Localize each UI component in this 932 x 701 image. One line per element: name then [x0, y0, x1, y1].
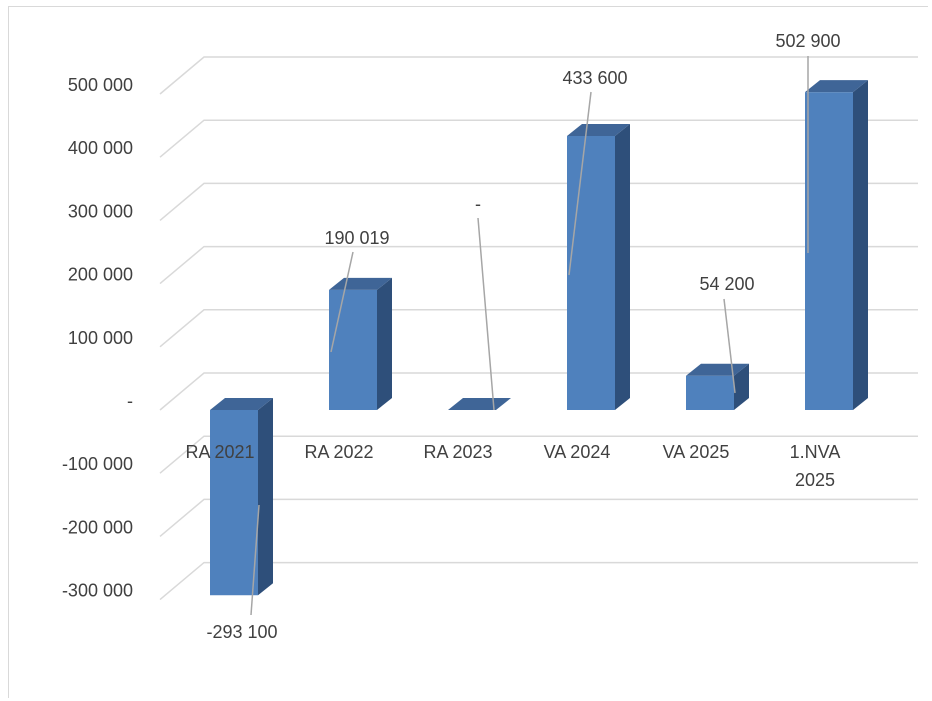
- y-tick-label: -100 000: [62, 454, 133, 474]
- bar: [686, 363, 749, 410]
- leader-line: [568, 91, 592, 276]
- data-labels: -293 100 190 019 - 433 600 54 200 502 900: [206, 31, 840, 642]
- y-tick-label: -: [127, 391, 133, 411]
- x-tick-label: 2025: [795, 470, 835, 490]
- bar: [805, 80, 868, 410]
- bar: [329, 277, 392, 410]
- gridlines: [159, 56, 918, 601]
- x-tick-label: RA 2021: [185, 442, 254, 462]
- y-axis: 500 000 400 000 300 000 200 000 100 000 - -100…: [62, 75, 133, 601]
- bar-top: [210, 398, 273, 410]
- x-tick-label: VA 2025: [663, 442, 730, 462]
- bar-side: [734, 363, 749, 410]
- y-tick-label: 300 000: [68, 201, 133, 221]
- y-tick-label: 400 000: [68, 138, 133, 158]
- gridline: [159, 245, 918, 285]
- x-tick-label: VA 2024: [544, 442, 611, 462]
- x-tick-label: RA 2022: [304, 442, 373, 462]
- data-label: 190 019: [324, 228, 389, 248]
- leader-line: [477, 217, 495, 411]
- bar-top: [805, 80, 868, 93]
- bar-top: [567, 123, 630, 136]
- bar-side: [258, 398, 273, 596]
- chart-frame: [8, 6, 928, 698]
- leader-line: [330, 251, 354, 353]
- bar-side: [615, 123, 630, 411]
- x-axis: RA 2021 RA 2022 RA 2023 VA 2024 VA 2025 1.NVA…: [185, 442, 840, 490]
- x-tick-label: 1.NVA: [790, 442, 841, 462]
- gridline: [159, 561, 918, 601]
- bar-front: [567, 135, 615, 411]
- data-label: 54 200: [699, 274, 754, 294]
- bar: [567, 123, 630, 411]
- data-label: 433 600: [562, 68, 627, 88]
- y-tick-label: 500 000: [68, 75, 133, 95]
- gridline: [159, 119, 918, 158]
- bar: [448, 398, 511, 410]
- gridline: [159, 56, 918, 95]
- gridline: [159, 435, 918, 474]
- leader-line: [250, 504, 260, 616]
- leader-line: [723, 298, 736, 394]
- bar-front: [686, 375, 734, 410]
- bars: [210, 80, 868, 596]
- bar: [210, 398, 273, 596]
- bar-front: [805, 92, 853, 410]
- data-label: -: [475, 194, 481, 214]
- y-tick-label: -200 000: [62, 517, 133, 537]
- data-label: -293 100: [206, 622, 277, 642]
- gridline: [159, 309, 918, 348]
- y-tick-label: -300 000: [62, 581, 133, 601]
- gridline: [159, 182, 918, 221]
- bar-side: [853, 80, 868, 410]
- bar-front: [329, 289, 377, 410]
- data-label: 502 900: [775, 31, 840, 51]
- x-tick-label: RA 2023: [423, 442, 492, 462]
- bar-front: [210, 410, 258, 596]
- bar-side: [377, 277, 392, 410]
- y-tick-label: 100 000: [68, 328, 133, 348]
- gridline: [159, 498, 918, 537]
- y-tick-label: 200 000: [68, 265, 133, 285]
- bar-top: [448, 398, 511, 410]
- gridline: [159, 372, 918, 411]
